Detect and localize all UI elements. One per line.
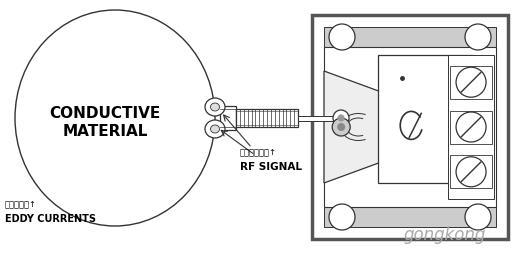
Bar — [324, 27, 496, 47]
Polygon shape — [465, 50, 491, 53]
Circle shape — [456, 112, 486, 142]
Circle shape — [456, 157, 486, 187]
Circle shape — [465, 204, 491, 230]
Ellipse shape — [211, 125, 219, 133]
Bar — [324, 47, 496, 207]
Circle shape — [329, 24, 355, 50]
Bar — [450, 155, 492, 188]
Bar — [220, 106, 236, 130]
Ellipse shape — [205, 120, 225, 138]
Bar — [448, 55, 494, 199]
Bar — [236, 109, 298, 127]
Bar — [298, 116, 338, 120]
Text: 感应电涡流↑: 感应电涡流↑ — [5, 200, 37, 209]
Polygon shape — [465, 201, 491, 204]
Text: CONDUCTIVE: CONDUCTIVE — [49, 106, 161, 120]
Text: MATERIAL: MATERIAL — [62, 125, 148, 139]
Circle shape — [333, 110, 349, 126]
Text: 高频震荡电流↑: 高频震荡电流↑ — [240, 148, 277, 157]
Polygon shape — [324, 71, 381, 183]
Ellipse shape — [15, 10, 215, 226]
Bar — [378, 55, 473, 183]
Ellipse shape — [205, 98, 225, 116]
Text: RF SIGNAL: RF SIGNAL — [240, 162, 302, 172]
Bar — [324, 207, 496, 227]
Circle shape — [332, 118, 350, 136]
Bar — [450, 66, 492, 99]
Circle shape — [337, 123, 345, 131]
Polygon shape — [329, 50, 355, 53]
Text: EDDY CURRENTS: EDDY CURRENTS — [5, 214, 96, 224]
Circle shape — [465, 24, 491, 50]
Bar — [312, 15, 508, 239]
Circle shape — [329, 204, 355, 230]
Ellipse shape — [211, 103, 219, 111]
Circle shape — [456, 67, 486, 97]
Circle shape — [337, 114, 345, 122]
Polygon shape — [329, 201, 355, 204]
Text: gongkong: gongkong — [404, 226, 486, 244]
Bar — [450, 111, 492, 144]
